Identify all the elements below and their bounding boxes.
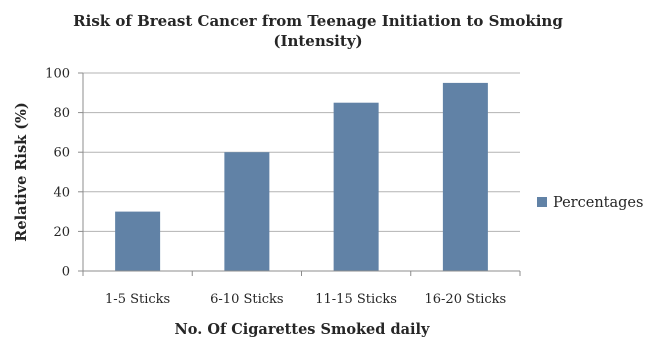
x-tick-label: 1-5 Sticks — [105, 292, 170, 307]
legend-label: Percentages — [553, 195, 643, 211]
y-tick-label: 60 — [53, 146, 70, 161]
bar — [115, 211, 161, 271]
x-axis-ticks: 1-5 Sticks 6-10 Sticks 11-15 Sticks 16-20 S… — [82, 271, 521, 307]
y-axis-title: Relative Risk (%) — [13, 102, 30, 241]
y-tick-label: 100 — [45, 67, 70, 82]
x-tick-label: 16-20 Sticks — [425, 292, 507, 307]
legend: Percentages — [537, 195, 643, 211]
y-axis-ticks: 0 20 40 60 80 100 — [45, 67, 83, 280]
y-tick-label: 20 — [53, 225, 70, 240]
y-tick-label: 80 — [53, 106, 70, 121]
bar — [224, 152, 270, 271]
chart-title-line-2: (Intensity) — [273, 32, 362, 50]
y-tick-label: 40 — [53, 185, 70, 200]
chart-title-line-1: Risk of Breast Cancer from Teenage Initi… — [73, 12, 563, 30]
x-tick-label: 11-15 Sticks — [315, 292, 397, 307]
bar — [333, 102, 379, 271]
x-tick-label: 6-10 Sticks — [210, 292, 283, 307]
y-tick-label: 0 — [62, 265, 70, 280]
legend-swatch — [537, 197, 547, 207]
bar — [442, 82, 488, 272]
bars — [115, 82, 488, 272]
x-axis-title: No. Of Cigarettes Smoked daily — [175, 321, 430, 338]
